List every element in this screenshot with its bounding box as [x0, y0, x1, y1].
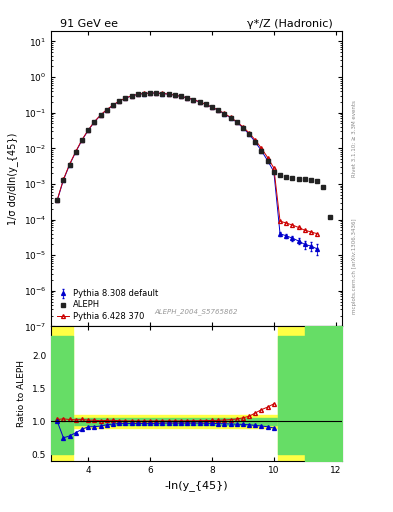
ALEPH — [92, 119, 97, 125]
Pythia 6.428 370 — [80, 137, 84, 143]
Y-axis label: 1/σ dσ/dln(y_{45}): 1/σ dσ/dln(y_{45}) — [7, 133, 18, 225]
Pythia 6.428 370 — [228, 114, 233, 120]
Y-axis label: Ratio to ALEPH: Ratio to ALEPH — [17, 360, 26, 427]
ALEPH — [197, 99, 202, 105]
Line: Pythia 6.428 370: Pythia 6.428 370 — [55, 91, 319, 236]
ALEPH — [185, 95, 189, 101]
Pythia 6.428 370 — [110, 102, 115, 108]
ALEPH — [129, 93, 134, 99]
Text: mcplots.cern.ch [arXiv:1306.3436]: mcplots.cern.ch [arXiv:1306.3436] — [352, 219, 357, 314]
Pythia 6.428 370 — [197, 99, 202, 105]
Pythia 6.428 370 — [73, 148, 78, 155]
ALEPH — [247, 131, 252, 137]
Pythia 6.428 370 — [61, 176, 66, 182]
Pythia 6.428 370 — [67, 161, 72, 167]
ALEPH — [141, 91, 146, 97]
ALEPH — [290, 175, 295, 181]
Pythia 6.428 370 — [185, 95, 189, 101]
ALEPH — [80, 137, 84, 143]
ALEPH — [160, 91, 165, 97]
Pythia 6.428 370 — [259, 145, 264, 152]
ALEPH — [105, 107, 109, 113]
ALEPH — [123, 95, 128, 101]
Pythia 6.428 370 — [179, 93, 184, 99]
ALEPH — [135, 91, 140, 97]
Text: 91 GeV ee: 91 GeV ee — [60, 19, 118, 29]
Pythia 6.428 370 — [129, 93, 134, 99]
Pythia 6.428 370 — [303, 227, 307, 233]
Pythia 6.428 370 — [309, 229, 313, 235]
ALEPH — [278, 172, 283, 178]
ALEPH — [61, 177, 66, 183]
Pythia 6.428 370 — [204, 101, 208, 108]
Line: ALEPH: ALEPH — [55, 91, 332, 219]
ALEPH — [265, 158, 270, 164]
ALEPH — [321, 184, 326, 190]
ALEPH — [315, 178, 320, 184]
ALEPH — [98, 112, 103, 118]
Pythia 6.428 370 — [86, 127, 90, 133]
ALEPH — [73, 148, 78, 155]
Pythia 6.428 370 — [296, 224, 301, 230]
Pythia 6.428 370 — [123, 95, 128, 101]
ALEPH — [191, 97, 196, 103]
ALEPH — [327, 214, 332, 220]
ALEPH — [284, 174, 288, 180]
Pythia 6.428 370 — [55, 197, 60, 203]
ALEPH — [241, 124, 245, 131]
ALEPH — [179, 93, 184, 99]
Pythia 6.428 370 — [247, 130, 252, 136]
Pythia 6.428 370 — [173, 92, 177, 98]
Pythia 6.428 370 — [148, 90, 152, 96]
Pythia 6.428 370 — [222, 111, 227, 117]
ALEPH — [67, 161, 72, 167]
ALEPH — [173, 92, 177, 98]
Legend: Pythia 8.308 default, ALEPH, Pythia 6.428 370: Pythia 8.308 default, ALEPH, Pythia 6.42… — [55, 288, 160, 322]
Pythia 6.428 370 — [117, 98, 121, 104]
Text: γ*/Z (Hadronic): γ*/Z (Hadronic) — [248, 19, 333, 29]
ALEPH — [216, 107, 220, 113]
Pythia 6.428 370 — [265, 155, 270, 161]
ALEPH — [259, 148, 264, 154]
ALEPH — [55, 197, 60, 203]
ALEPH — [209, 104, 214, 110]
Pythia 6.428 370 — [315, 230, 320, 237]
ALEPH — [228, 115, 233, 121]
ALEPH — [296, 176, 301, 182]
ALEPH — [117, 98, 121, 104]
ALEPH — [110, 102, 115, 109]
ALEPH — [272, 168, 276, 175]
ALEPH — [303, 176, 307, 182]
Pythia 6.428 370 — [253, 137, 258, 143]
Pythia 6.428 370 — [290, 222, 295, 228]
ALEPH — [166, 91, 171, 97]
ALEPH — [86, 127, 90, 134]
Pythia 6.428 370 — [216, 107, 220, 113]
Pythia 6.428 370 — [154, 90, 159, 96]
ALEPH — [253, 139, 258, 145]
ALEPH — [309, 177, 313, 183]
Pythia 6.428 370 — [160, 90, 165, 96]
ALEPH — [154, 90, 159, 96]
ALEPH — [234, 119, 239, 125]
Pythia 6.428 370 — [241, 124, 245, 130]
ALEPH — [222, 111, 227, 117]
Pythia 6.428 370 — [284, 220, 288, 226]
Pythia 6.428 370 — [191, 97, 196, 103]
Pythia 6.428 370 — [278, 218, 283, 224]
Pythia 6.428 370 — [135, 91, 140, 97]
Text: Rivet 3.1.10; ≥ 3.3M events: Rivet 3.1.10; ≥ 3.3M events — [352, 100, 357, 177]
Pythia 6.428 370 — [141, 90, 146, 96]
Pythia 6.428 370 — [98, 112, 103, 118]
ALEPH — [204, 101, 208, 108]
Pythia 6.428 370 — [272, 165, 276, 171]
Pythia 6.428 370 — [105, 106, 109, 113]
Pythia 6.428 370 — [166, 91, 171, 97]
Pythia 6.428 370 — [209, 104, 214, 110]
ALEPH — [148, 90, 152, 96]
Pythia 6.428 370 — [92, 119, 97, 125]
Pythia 6.428 370 — [234, 119, 239, 125]
X-axis label: -ln(y_{45}): -ln(y_{45}) — [165, 480, 228, 491]
Text: ALEPH_2004_S5765862: ALEPH_2004_S5765862 — [155, 308, 238, 314]
